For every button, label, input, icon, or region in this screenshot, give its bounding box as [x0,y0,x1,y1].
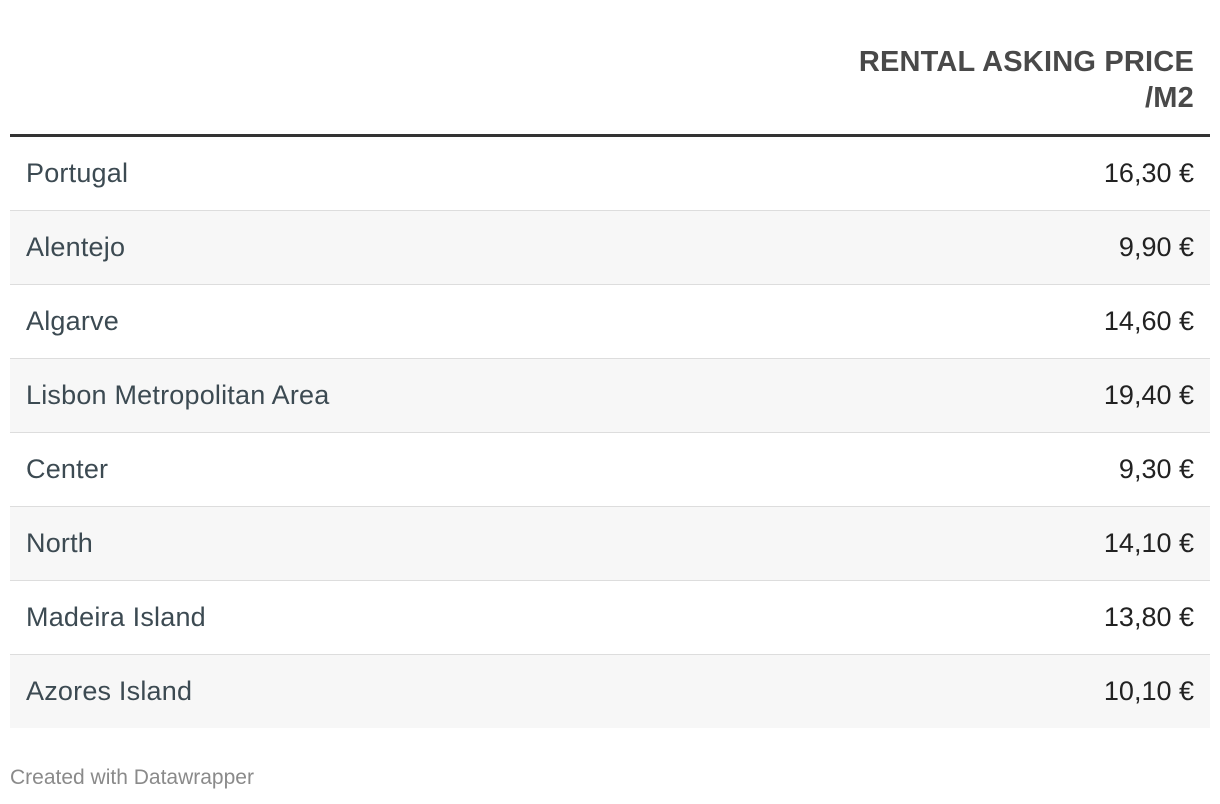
region-label: Azores Island [26,676,193,706]
region-label: North [26,528,94,558]
column-header-price: RENTAL ASKING PRICE/M2 [858,46,1194,114]
table-row: Algarve 14,60 € [10,285,1210,359]
table-row: Madeira Island 13,80 € [10,581,1210,655]
region-label: Algarve [26,306,119,336]
price-value: 16,30 € [1103,158,1194,188]
table-row: Portugal 16,30 € [10,137,1210,211]
price-value: 14,60 € [1103,306,1194,336]
table-row: Center 9,30 € [10,433,1210,507]
data-table: RENTAL ASKING PRICE/M2 Portugal 16,30 € Al… [10,0,1210,728]
table-row: Alentejo 9,90 € [10,211,1210,285]
table-row: Azores Island 10,10 € [10,655,1210,728]
footer-credit: Created with Datawrapper [10,766,254,789]
region-label: Portugal [26,158,129,188]
table-header-row: RENTAL ASKING PRICE/M2 [10,0,1210,137]
table-body: Portugal 16,30 € Alentejo 9,90 € Algarve 14,6… [10,137,1210,728]
price-value: 9,90 € [1118,232,1194,262]
region-label: Alentejo [26,232,126,262]
region-label: Center [26,454,109,484]
price-value: 14,10 € [1103,528,1194,558]
price-value: 9,30 € [1118,454,1194,484]
table-row: Lisbon Metropolitan Area 19,40 € [10,359,1210,433]
region-label: Madeira Island [26,602,206,632]
price-value: 10,10 € [1103,676,1194,706]
table-row: North 14,10 € [10,507,1210,581]
price-value: 13,80 € [1103,602,1194,632]
region-label: Lisbon Metropolitan Area [26,380,330,410]
price-value: 19,40 € [1103,380,1194,410]
